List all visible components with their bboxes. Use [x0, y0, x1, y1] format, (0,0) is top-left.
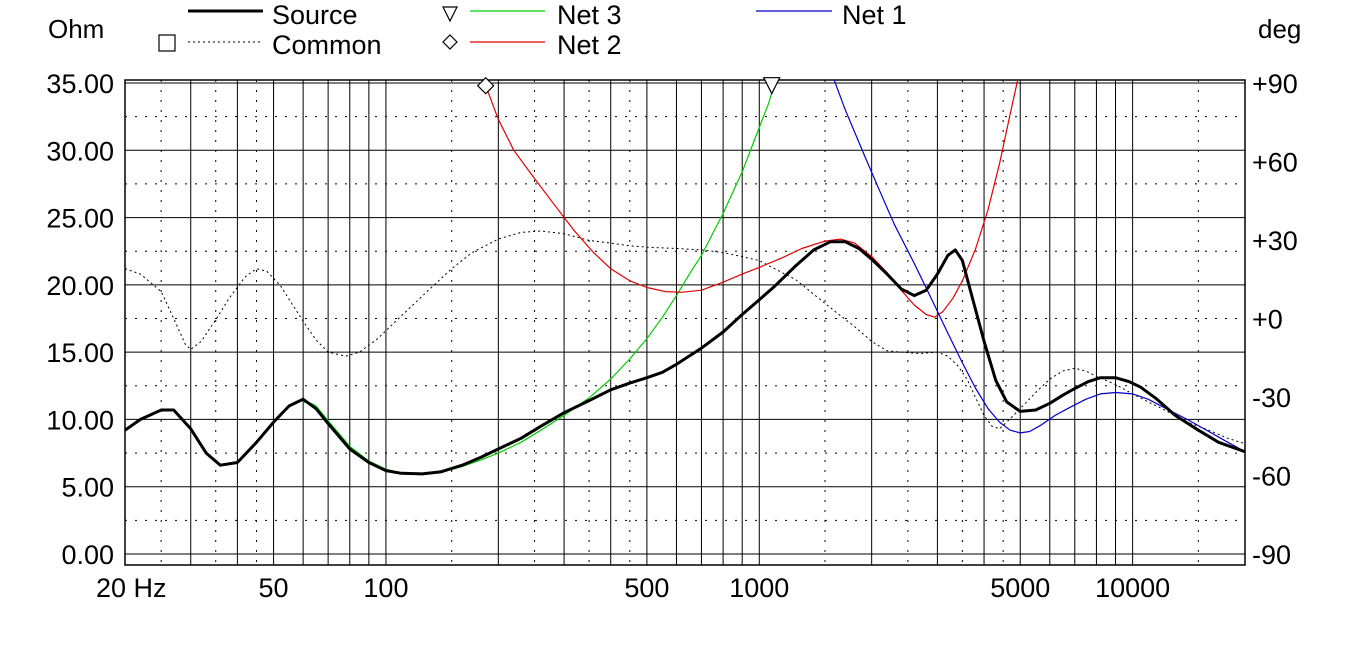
y-left-tick-label: 20.00 [46, 271, 114, 301]
legend: Source Common Net 3 Net 2 Net 1 [158, 0, 907, 60]
series-line-net1 [833, 80, 1245, 453]
y-right-tick-label: -90 [1252, 540, 1291, 570]
y-right-tick-label: +30 [1252, 226, 1298, 256]
x-tick-label: 500 [624, 573, 669, 603]
legend-label-net2: Net 2 [557, 30, 622, 60]
legend-square-marker-icon [158, 34, 176, 52]
marker-layer [476, 76, 781, 96]
series-line-net2 [482, 80, 1019, 318]
x-tick-label: 20 Hz [96, 573, 167, 603]
legend-label-common: Common [272, 30, 382, 60]
left-axis-unit-label: Ohm [48, 14, 104, 44]
net3-triangle-marker [762, 77, 781, 96]
y-left-tick-label: 25.00 [46, 204, 114, 234]
x-tick-label: 1000 [729, 573, 789, 603]
x-tick-label: 100 [363, 573, 408, 603]
y-right-tick-label: +0 [1252, 305, 1283, 335]
y-right-tick-label: +90 [1252, 69, 1298, 99]
legend-label-net3: Net 3 [557, 0, 622, 30]
x-tick-label: 5000 [990, 573, 1050, 603]
x-tick-label: 10000 [1095, 573, 1170, 603]
x-tick-label: 50 [259, 573, 289, 603]
legend-label-net1: Net 1 [842, 0, 907, 30]
legend-label-source: Source [272, 0, 358, 30]
plot-frame [124, 79, 1246, 566]
grid [124, 79, 1246, 566]
y-right-tick-label: +60 [1252, 148, 1298, 178]
series-layer [125, 80, 1245, 476]
net2-diamond-marker [476, 76, 495, 95]
y-right-tick-label: -30 [1252, 383, 1291, 413]
axes: 0.00 5.00 10.00 15.00 20.00 25.00 30.00 35.00 -9… [46, 69, 1297, 603]
series-line-source [125, 240, 1245, 476]
y-left-tick-label: 35.00 [46, 69, 114, 99]
y-left-tick-label: 0.00 [61, 540, 114, 570]
y-left-tick-label: 5.00 [61, 473, 114, 503]
right-axis-unit-label: deg [1258, 14, 1301, 44]
legend-triangle-marker-icon [442, 6, 458, 23]
legend-diamond-marker-icon [442, 34, 458, 50]
y-left-tick-label: 15.00 [46, 338, 114, 368]
y-left-tick-label: 30.00 [46, 136, 114, 166]
y-right-tick-label: -60 [1252, 462, 1291, 492]
series-line-common [125, 230, 1245, 445]
y-left-tick-label: 10.00 [46, 405, 114, 435]
series-line-net3 [302, 82, 776, 475]
